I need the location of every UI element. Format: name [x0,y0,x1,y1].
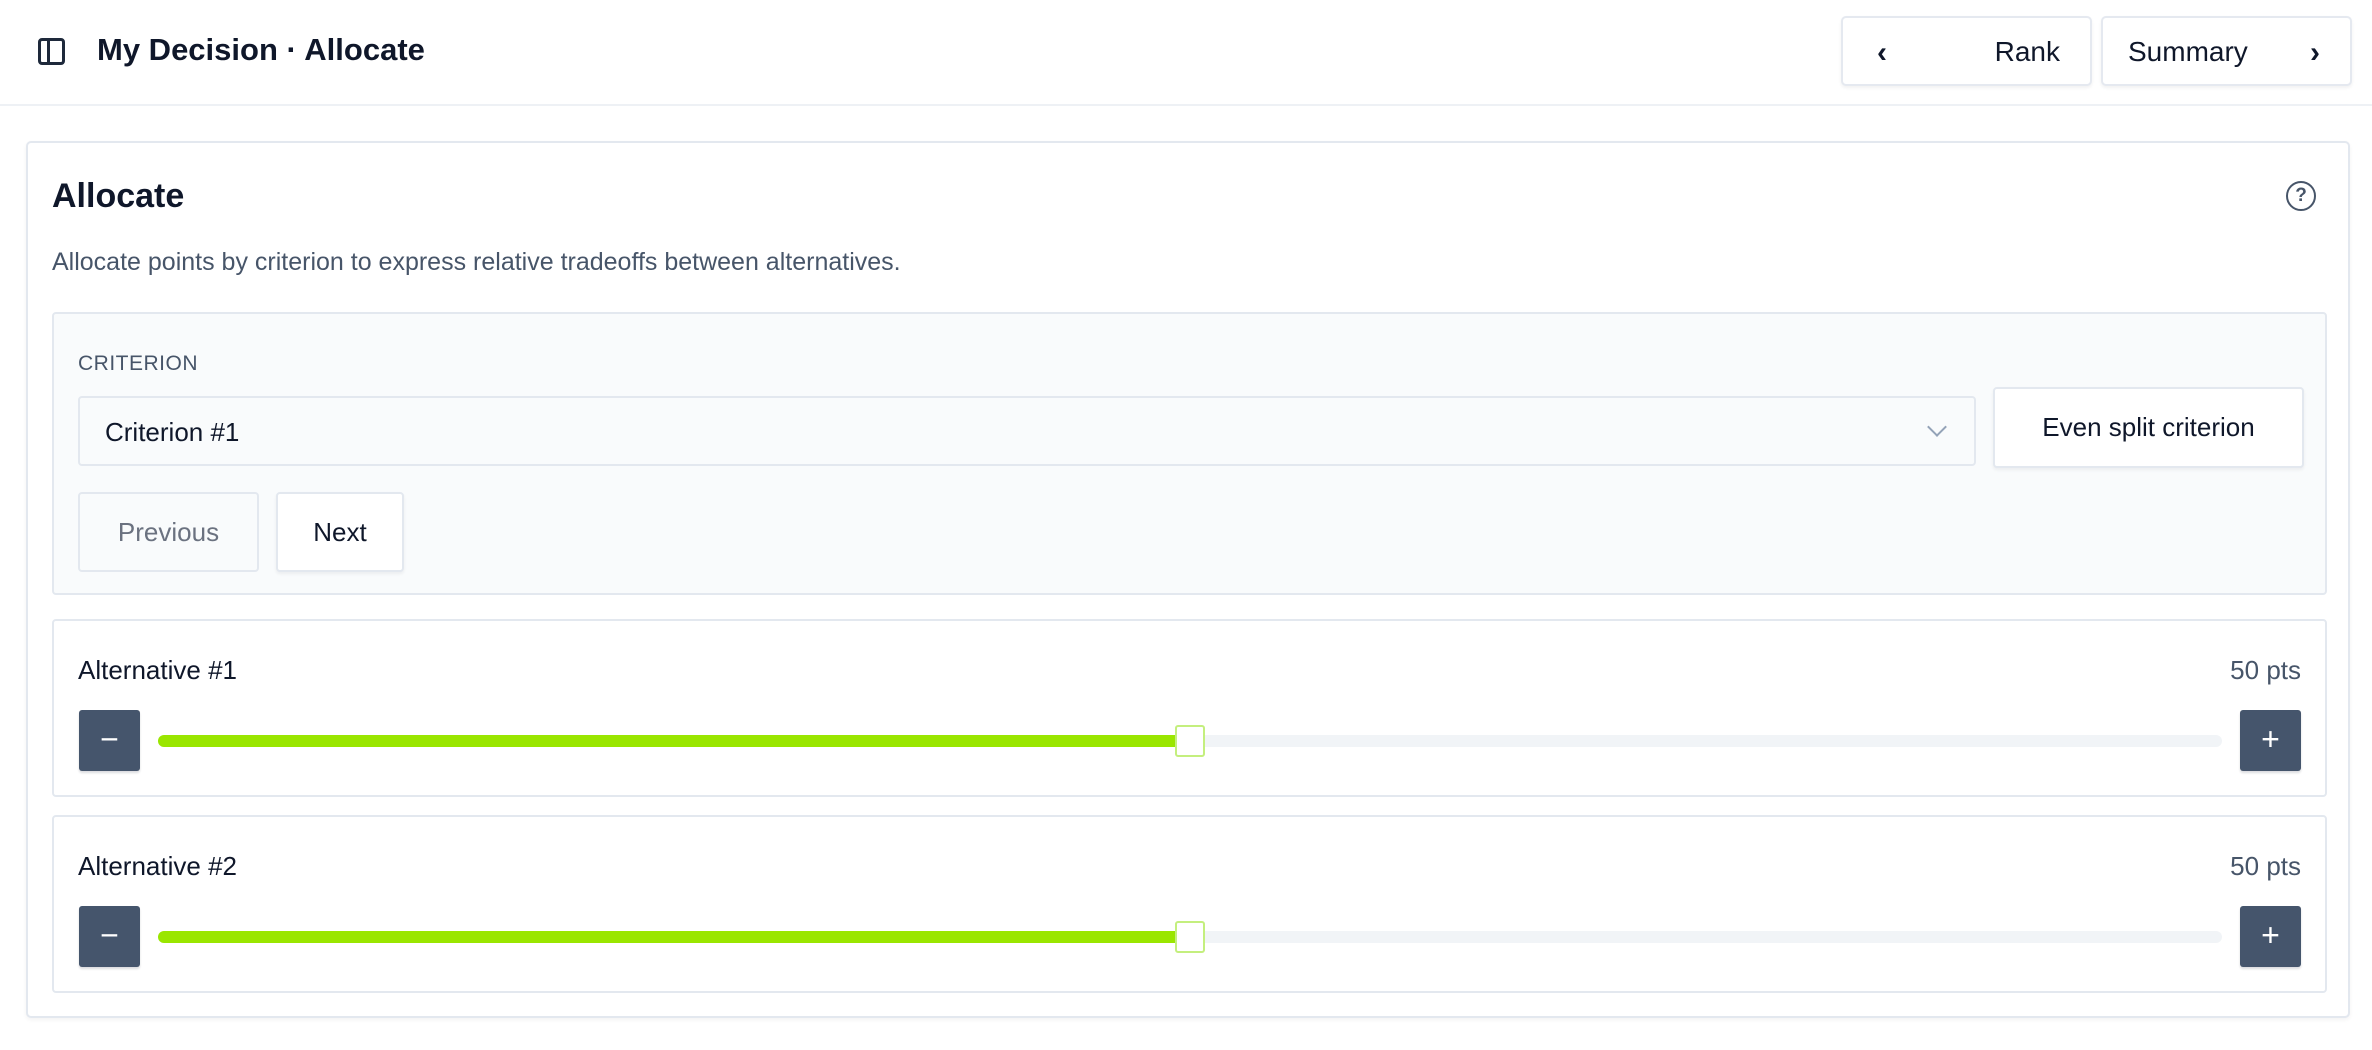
even-split-criterion-button[interactable]: Even split criterion [1993,387,2304,468]
alternative-row: Alternative #1 50 pts − + [52,619,2327,797]
decrease-button[interactable]: − [79,906,140,967]
summary-label: Summary [2128,36,2248,67]
slider-thumb[interactable] [1175,725,1205,757]
alternative-name: Alternative #2 [78,851,237,881]
points-slider[interactable] [158,921,2222,953]
chevron-right-icon: › [2310,36,2320,69]
next-criterion-button[interactable]: Next [276,492,404,572]
section-description: Allocate points by criterion to express … [52,248,901,276]
top-bar: My Decision · Allocate ‹ Rank Summary › [0,0,2372,106]
sidebar-toggle-icon[interactable] [38,38,65,65]
alternative-name: Alternative #1 [78,655,237,685]
allocate-card: Allocate ? Allocate points by criterion … [26,141,2350,1018]
rank-label: Rank [1994,36,2060,67]
section-heading: Allocate [52,177,185,215]
criterion-select[interactable]: Criterion #1 [78,396,1976,466]
slider-fill [158,931,1190,943]
page-title: My Decision · Allocate [97,32,425,67]
points-slider[interactable] [158,725,2222,757]
slider-fill [158,735,1190,747]
previous-criterion-button[interactable]: Previous [78,492,259,572]
next-step-summary-button[interactable]: Summary › [2101,16,2352,86]
decrease-button[interactable]: − [79,710,140,771]
alternative-row: Alternative #2 50 pts − + [52,815,2327,993]
help-icon[interactable]: ? [2286,181,2316,211]
increase-button[interactable]: + [2240,710,2301,771]
alternative-points: 50 pts [2230,655,2301,685]
slider-thumb[interactable] [1175,921,1205,953]
criterion-label: CRITERION [78,352,198,375]
criterion-select-value: Criterion #1 [105,417,240,447]
chevron-left-icon: ‹ [1877,36,1887,69]
previous-step-rank-button[interactable]: ‹ Rank [1841,16,2092,86]
criterion-panel: CRITERION Criterion #1 Even split criter… [52,312,2327,595]
chevron-down-icon [1927,417,1947,437]
alternative-points: 50 pts [2230,851,2301,881]
increase-button[interactable]: + [2240,906,2301,967]
